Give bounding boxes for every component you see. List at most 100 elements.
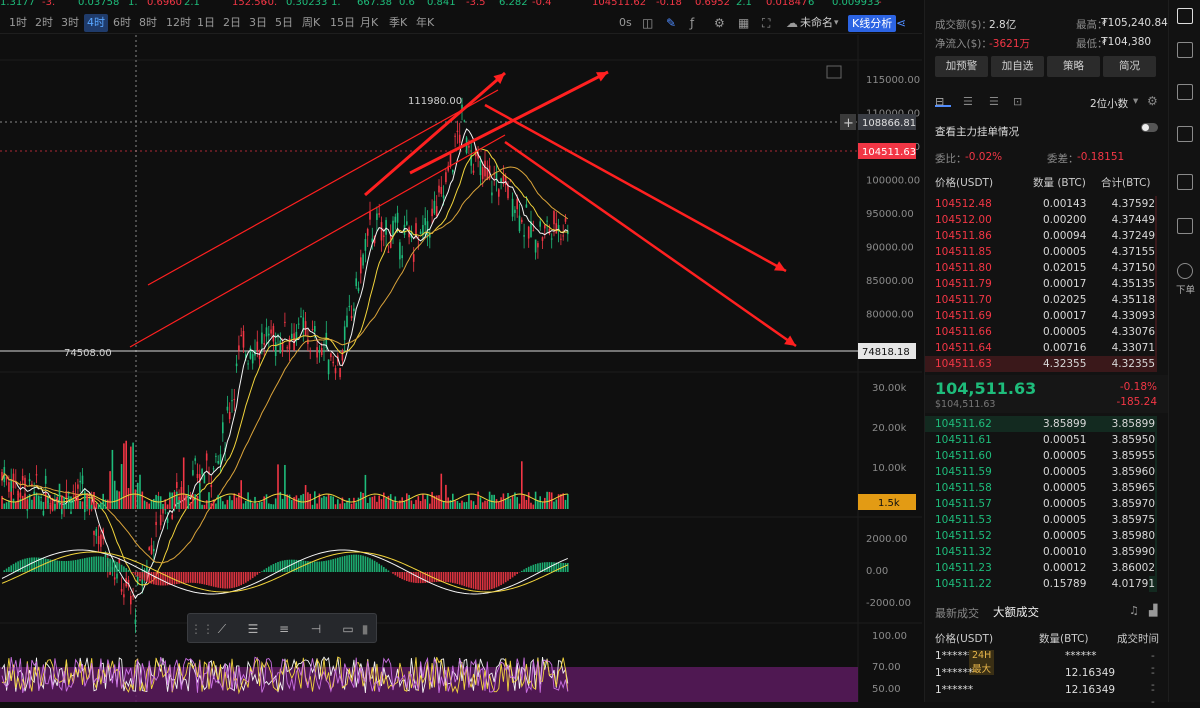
cloud-icon[interactable]: ☁ bbox=[786, 15, 798, 31]
timeframe-11[interactable]: 5日 bbox=[272, 14, 296, 32]
timeframe-5[interactable]: 6时 bbox=[110, 14, 134, 32]
settings-icon[interactable]: ⚙ bbox=[1147, 94, 1158, 108]
orderbook-trades-icon[interactable]: ⊡ bbox=[1013, 95, 1022, 108]
volume-bar bbox=[63, 497, 65, 509]
rectangle-icon[interactable]: ▭ bbox=[338, 620, 358, 638]
timeframe-10[interactable]: 3日 bbox=[246, 14, 270, 32]
layout-name[interactable]: 未命名 bbox=[800, 15, 833, 31]
macd-histogram-bar bbox=[142, 572, 144, 579]
cards-icon[interactable] bbox=[1177, 218, 1193, 234]
toolbar-grip-icon[interactable]: ▮ bbox=[360, 620, 370, 638]
document-icon[interactable] bbox=[1177, 42, 1193, 58]
orderbook-bids-icon[interactable]: ☰ bbox=[963, 95, 973, 108]
ratio-value: -0.02% bbox=[965, 151, 1002, 163]
chart-bars-icon[interactable]: ▟ bbox=[1149, 604, 1157, 617]
settings-icon[interactable]: ⚙ bbox=[714, 15, 725, 31]
chevron-down-icon[interactable]: ▾ bbox=[834, 15, 839, 31]
timeframe-2[interactable]: 2时 bbox=[32, 14, 56, 32]
fullscreen-icon[interactable]: ⛶ bbox=[762, 15, 770, 31]
orderbook-asks-icon[interactable]: ☰ bbox=[989, 95, 999, 108]
dollar-icon[interactable] bbox=[1177, 84, 1193, 100]
timeframe-14[interactable]: 月K bbox=[357, 14, 381, 32]
pencil-icon[interactable]: ✎ bbox=[666, 15, 676, 31]
list-icon[interactable] bbox=[1177, 126, 1193, 142]
mid-price: 104,511.63 bbox=[935, 379, 1036, 398]
camera-icon[interactable]: ◫ bbox=[642, 15, 653, 31]
indicator-icon[interactable]: ƒ bbox=[690, 15, 694, 31]
trend-line-icon[interactable]: ⟋ bbox=[212, 620, 232, 638]
overview-button[interactable]: 简况 bbox=[1103, 56, 1156, 77]
macd-histogram-bar bbox=[217, 572, 219, 588]
orderbook-both-icon[interactable]: ⊟ bbox=[935, 95, 951, 107]
depth-bar bbox=[1155, 212, 1157, 228]
timeframe-13[interactable]: 15日 bbox=[327, 14, 358, 32]
add-watchlist-button[interactable]: 加自选 bbox=[991, 56, 1044, 77]
orderbook-rail-icon[interactable] bbox=[1177, 8, 1193, 24]
macd-histogram-bar bbox=[194, 572, 196, 583]
timeframe-6[interactable]: 8时 bbox=[136, 14, 160, 32]
volume-bar bbox=[270, 504, 272, 509]
col-total-header[interactable]: 合计(BTC) bbox=[1101, 175, 1151, 190]
tab-latest-trades[interactable]: 最新成交 bbox=[935, 605, 979, 621]
timeframe-3[interactable]: 3时 bbox=[58, 14, 82, 32]
macd-histogram-bar bbox=[452, 572, 454, 583]
seconds-toggle[interactable]: 0s bbox=[619, 15, 632, 31]
timeframe-15[interactable]: 季K bbox=[386, 14, 410, 32]
candle-body bbox=[528, 227, 530, 239]
candle-body bbox=[330, 353, 332, 357]
candle-body bbox=[36, 474, 38, 475]
timeframe-12[interactable]: 周K bbox=[299, 14, 323, 32]
order-icon[interactable] bbox=[1177, 263, 1193, 279]
precision-select[interactable]: 2位小数 bbox=[1090, 96, 1128, 111]
timeframe-16[interactable]: 年K bbox=[413, 14, 437, 32]
grid-icon[interactable]: ▦ bbox=[738, 15, 749, 31]
add-alert-button[interactable]: 加预警 bbox=[935, 56, 988, 77]
horizontal-lines-icon[interactable]: ≡ bbox=[274, 620, 294, 638]
share-icon[interactable]: ⋖ bbox=[896, 15, 906, 31]
main-force-link[interactable]: 查看主力挂单情况 bbox=[935, 124, 1019, 139]
bell-icon[interactable]: ♫ bbox=[1129, 604, 1139, 617]
kline-analysis-button[interactable]: K线分析 bbox=[848, 15, 896, 32]
price-chart-canvas[interactable]: 115000.00110000.00105000.00100000.009500… bbox=[0, 35, 922, 702]
order-label[interactable]: 下单 bbox=[1176, 282, 1195, 296]
chevron-down-icon[interactable]: ▾ bbox=[1133, 95, 1138, 107]
parallel-channel-icon[interactable]: ☰ bbox=[243, 620, 263, 638]
main-force-toggle[interactable] bbox=[1141, 123, 1158, 132]
strategy-button[interactable]: 策略 bbox=[1047, 56, 1100, 77]
timeframe-4[interactable]: 4时 bbox=[84, 14, 108, 32]
timeframe-7[interactable]: 12时 bbox=[163, 14, 194, 32]
volume-bar bbox=[211, 503, 213, 509]
timeframe-1[interactable]: 1时 bbox=[6, 14, 30, 32]
wallet-icon[interactable] bbox=[1177, 174, 1193, 190]
ray-icon[interactable]: ⊣ bbox=[306, 620, 326, 638]
ticker-value: -3. bbox=[42, 0, 55, 7]
drag-handle-icon[interactable]: ⋮⋮ bbox=[190, 620, 210, 638]
timeframe-8[interactable]: 1日 bbox=[194, 14, 218, 32]
timeframe-9[interactable]: 2日 bbox=[220, 14, 244, 32]
tab-large-trades[interactable]: 大额成交 bbox=[993, 604, 1039, 620]
candle-body bbox=[516, 199, 518, 209]
